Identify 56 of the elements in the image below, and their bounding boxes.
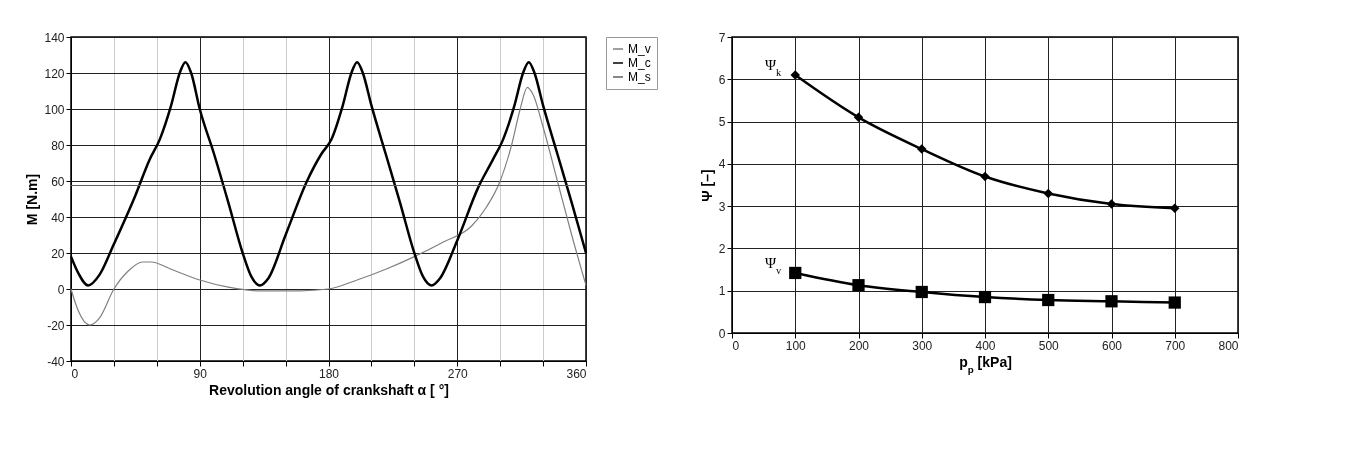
point: [790, 70, 800, 80]
x-tick-label: 300: [912, 338, 933, 353]
point: [852, 279, 865, 292]
point: [917, 144, 927, 154]
point: [1043, 188, 1053, 199]
y-tick-label: 3: [718, 199, 726, 214]
x-tick-label: 270: [447, 366, 469, 381]
y-tick-label: 20: [51, 246, 65, 261]
series-label: Ψ$_{v}$: [764, 254, 782, 276]
y-axis-title: M [N.m]: [24, 173, 41, 226]
y-tick-label: 140: [44, 30, 65, 45]
point: [1042, 293, 1055, 307]
y-tick-label: 7: [718, 30, 726, 45]
x-tick-label: 0: [732, 338, 740, 353]
y-tick-label: 60: [51, 174, 65, 189]
x-tick-label: 400: [975, 338, 996, 353]
x-tick-label: 360: [566, 366, 587, 381]
point: [1106, 199, 1117, 209]
x-tick-label: 600: [1101, 338, 1123, 353]
point: [1168, 296, 1181, 309]
y-tick-label: 1: [718, 284, 726, 299]
point: [978, 290, 992, 304]
legend-label: M_c: [628, 56, 651, 70]
point: [1170, 203, 1180, 213]
y-tick-label: -40: [47, 354, 65, 369]
point: [915, 285, 928, 299]
x-tick-label: 700: [1165, 338, 1186, 353]
x-tick-label: 800: [1218, 338, 1239, 353]
y-tick-label: 0: [718, 326, 726, 341]
point: [980, 171, 990, 182]
point: [1105, 295, 1118, 308]
y-tick-label: -20: [47, 318, 65, 333]
series-label: Ψ$_{k}$: [764, 57, 782, 78]
line-series: [70, 86, 587, 326]
x-tick-label: 500: [1038, 338, 1060, 353]
point: [853, 112, 864, 123]
y-tick-label: 0: [57, 282, 65, 297]
y-tick-label: 4: [718, 157, 726, 172]
y-tick-label: 40: [51, 210, 65, 225]
y-tick-label: 80: [51, 138, 65, 153]
x-tick-label: 0: [71, 366, 79, 381]
legend-label: M_v: [628, 42, 651, 56]
x-tick-label: 180: [318, 366, 340, 381]
y-tick-label: 5: [718, 115, 726, 130]
x-tick-label: 90: [193, 366, 208, 381]
x-axis-title: Revolution angle of crankshaft α [ °]: [209, 381, 449, 398]
y-axis-title: Ψ [–]: [698, 169, 715, 202]
legend-label: M_s: [628, 70, 651, 84]
y-tick-label: 2: [718, 241, 726, 256]
x-tick-label: 100: [785, 338, 807, 353]
y-tick-label: 120: [44, 66, 65, 81]
point: [789, 266, 802, 280]
y-tick-label: 100: [44, 102, 65, 117]
y-tick-label: 6: [718, 72, 726, 87]
x-tick-label: 200: [848, 338, 870, 353]
x-axis-title: p$_{p}$ [kPa]: [959, 353, 1012, 374]
